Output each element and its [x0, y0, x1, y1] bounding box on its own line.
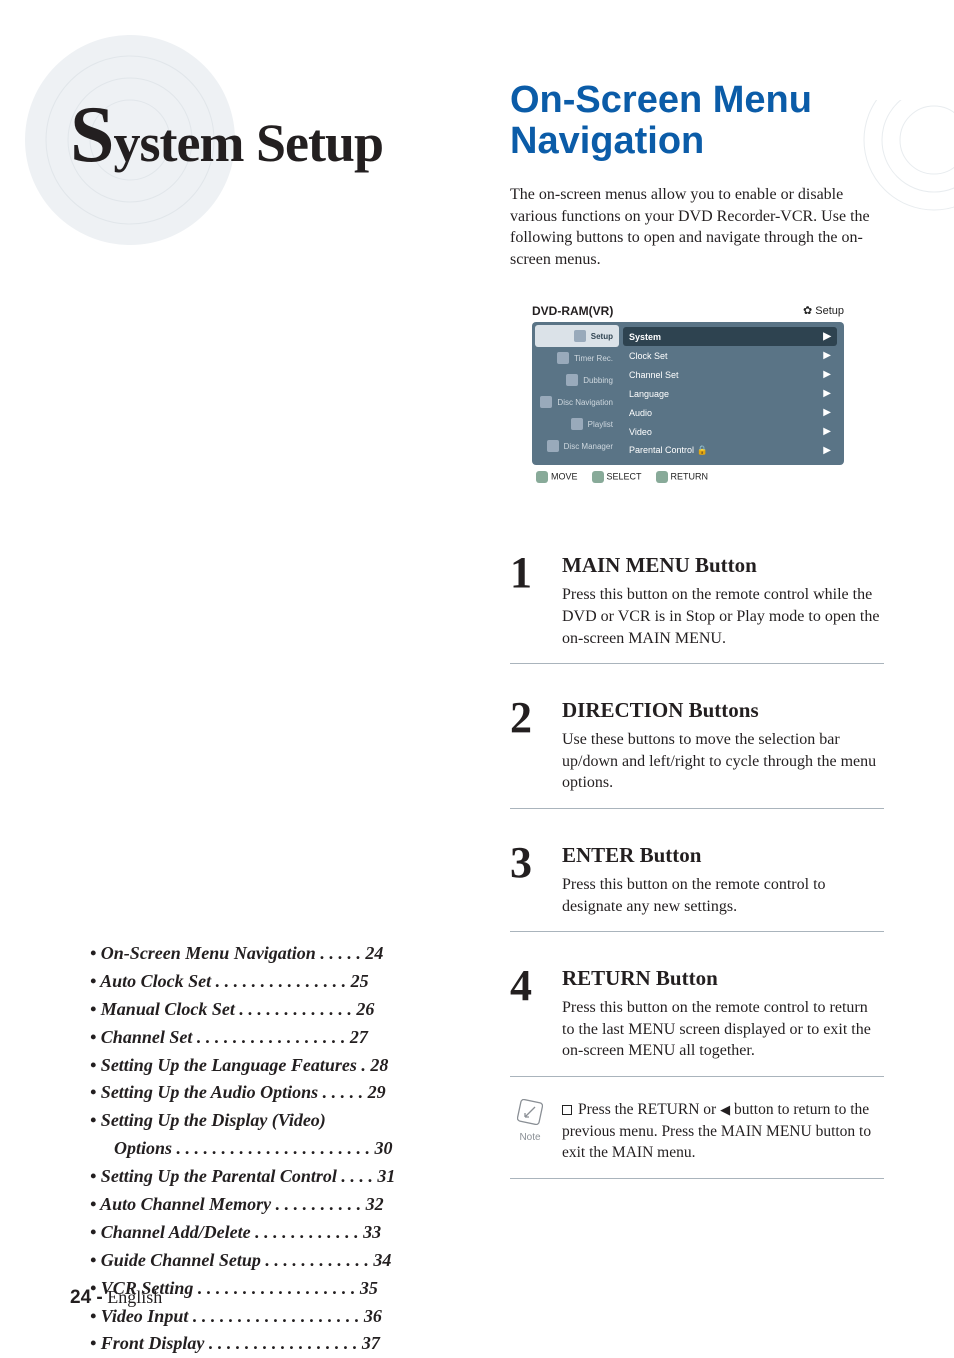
- osd-nav-icon: [540, 396, 552, 408]
- osd-nav-item: Dubbing: [535, 369, 619, 391]
- chevron-right-icon: ▶: [823, 369, 831, 380]
- toc-item: • Channel Add/Delete . . . . . . . . . .…: [90, 1219, 460, 1247]
- chevron-right-icon: ▶: [823, 426, 831, 437]
- osd-nav-icon: [557, 352, 569, 364]
- page-number: 24 - English: [70, 1287, 162, 1309]
- osd-body: Setup Timer Rec. Dubbing Disc Navigation Pla…: [532, 322, 844, 465]
- note-text: Press the RETURN or ◀ button to return t…: [562, 1099, 884, 1164]
- osd-nav-icon: [566, 374, 578, 386]
- osd-header: DVD-RAM(VR) ✿ Setup: [532, 304, 844, 318]
- osd-nav: Setup Timer Rec. Dubbing Disc Navigation Pla…: [535, 325, 619, 462]
- toc-item: • Auto Clock Set . . . . . . . . . . . .…: [90, 968, 460, 996]
- osd-row-label: Parental Control 🔒: [629, 445, 708, 456]
- section-number: 3: [510, 837, 532, 888]
- note-block: Note Press the RETURN or ◀ button to ret…: [510, 1099, 884, 1179]
- toc-item: • Auto Channel Memory . . . . . . . . . …: [90, 1191, 460, 1219]
- toc-item: • Channel Set . . . . . . . . . . . . . …: [90, 1024, 460, 1052]
- chevron-right-icon: ▶: [823, 350, 831, 361]
- chevron-right-icon: ▶: [823, 331, 831, 342]
- osd-nav-label: Setup: [591, 332, 613, 341]
- osd-footer-icon: [536, 471, 548, 483]
- lock-icon: 🔒: [694, 445, 708, 455]
- section-body: Press this button on the remote control …: [562, 997, 884, 1062]
- osd-row-label: System: [629, 332, 661, 342]
- osd-nav-label: Playlist: [588, 420, 613, 429]
- osd-nav-item: Disc Navigation: [535, 391, 619, 413]
- note-icon-wrap: Note: [510, 1099, 550, 1143]
- toc-item: • On-Screen Menu Navigation . . . . . 24: [90, 940, 460, 968]
- chevron-right-icon: ▶: [823, 388, 831, 399]
- osd-footer-icon: [592, 471, 604, 483]
- section-heading: MAIN MENU Button: [562, 553, 884, 578]
- intro-paragraph: The on-screen menus allow you to enable …: [510, 184, 884, 270]
- osd-footer: MOVE SELECT RETURN: [532, 465, 844, 483]
- square-bullet-icon: [562, 1105, 572, 1115]
- section-body: Press this button on the remote control …: [562, 584, 884, 649]
- chevron-right-icon: ▶: [823, 445, 831, 456]
- osd-row: Language ▶: [623, 384, 837, 403]
- osd-row: Channel Set ▶: [623, 365, 837, 384]
- osd-row: Video ▶: [623, 422, 837, 441]
- osd-row: System ▶: [623, 327, 837, 346]
- chevron-right-icon: ▶: [823, 407, 831, 418]
- section-number: 2: [510, 692, 532, 743]
- osd-footer-item: RETURN: [656, 471, 709, 483]
- osd-row-label: Video: [629, 427, 652, 437]
- osd-footer-item: SELECT: [592, 471, 642, 483]
- note-label: Note: [510, 1132, 550, 1143]
- title-block: System Setup: [70, 90, 490, 181]
- osd-nav-item: Playlist: [535, 413, 619, 435]
- main-title: System Setup: [70, 90, 490, 181]
- section-block: 1MAIN MENU ButtonPress this button on th…: [510, 553, 884, 664]
- section-block: 3ENTER ButtonPress this button on the re…: [510, 843, 884, 932]
- toc-item: • Setting Up the Display (Video): [90, 1107, 460, 1135]
- toc-item: Options . . . . . . . . . . . . . . . . …: [90, 1135, 460, 1163]
- section-block: 2DIRECTION ButtonsUse these buttons to m…: [510, 698, 884, 809]
- toc-item: • Manual Clock Set . . . . . . . . . . .…: [90, 996, 460, 1024]
- toc-item: • Setting Up the Parental Control . . . …: [90, 1163, 460, 1191]
- osd-nav-item: Disc Manager: [535, 435, 619, 457]
- osd-nav-label: Disc Navigation: [557, 398, 613, 407]
- toc-item: • Setting Up the Language Features . 28: [90, 1052, 460, 1080]
- section-block: 4RETURN ButtonPress this button on the r…: [510, 966, 884, 1077]
- toc-item: • Setting Up the Audio Options . . . . .…: [90, 1079, 460, 1107]
- osd-header-left: DVD-RAM(VR): [532, 304, 613, 318]
- section-number: 4: [510, 960, 532, 1011]
- osd-row: Audio ▶: [623, 403, 837, 422]
- osd-row-label: Audio: [629, 408, 652, 418]
- section-heading: DIRECTION Buttons: [562, 698, 884, 723]
- section-heading: ENTER Button: [562, 843, 884, 868]
- triangle-left-icon: ◀: [720, 1102, 730, 1117]
- osd-nav-item: Timer Rec.: [535, 347, 619, 369]
- section-heading: RETURN Button: [562, 966, 884, 991]
- section-body: Press this button on the remote control …: [562, 874, 884, 917]
- osd-row-label: Clock Set: [629, 351, 668, 361]
- osd-screenshot: DVD-RAM(VR) ✿ Setup Setup Timer Rec. Dubbi…: [518, 294, 858, 493]
- toc-item: • Guide Channel Setup . . . . . . . . . …: [90, 1247, 460, 1275]
- osd-nav-icon: [574, 330, 586, 342]
- osd-row-label: Channel Set: [629, 370, 679, 380]
- osd-row: Clock Set ▶: [623, 346, 837, 365]
- osd-row: Parental Control 🔒 ▶: [623, 441, 837, 460]
- section-number: 1: [510, 547, 532, 598]
- osd-nav-label: Timer Rec.: [574, 354, 613, 363]
- osd-nav-label: Disc Manager: [564, 442, 613, 451]
- osd-header-right: ✿ Setup: [803, 304, 844, 318]
- osd-footer-item: MOVE: [536, 471, 578, 483]
- osd-row-label: Language: [629, 389, 669, 399]
- osd-nav-icon: [547, 440, 559, 452]
- toc-item: • Front Display . . . . . . . . . . . . …: [90, 1330, 460, 1358]
- osd-footer-icon: [656, 471, 668, 483]
- section-body: Use these buttons to move the selection …: [562, 729, 884, 794]
- osd-main: System▶Clock Set▶Channel Set▶Language▶Au…: [619, 325, 841, 462]
- osd-nav-label: Dubbing: [583, 376, 613, 385]
- osd-nav-item: Setup: [535, 325, 619, 347]
- section-title: On-Screen MenuNavigation: [510, 80, 884, 162]
- osd-nav-icon: [571, 418, 583, 430]
- note-icon: [517, 1099, 543, 1125]
